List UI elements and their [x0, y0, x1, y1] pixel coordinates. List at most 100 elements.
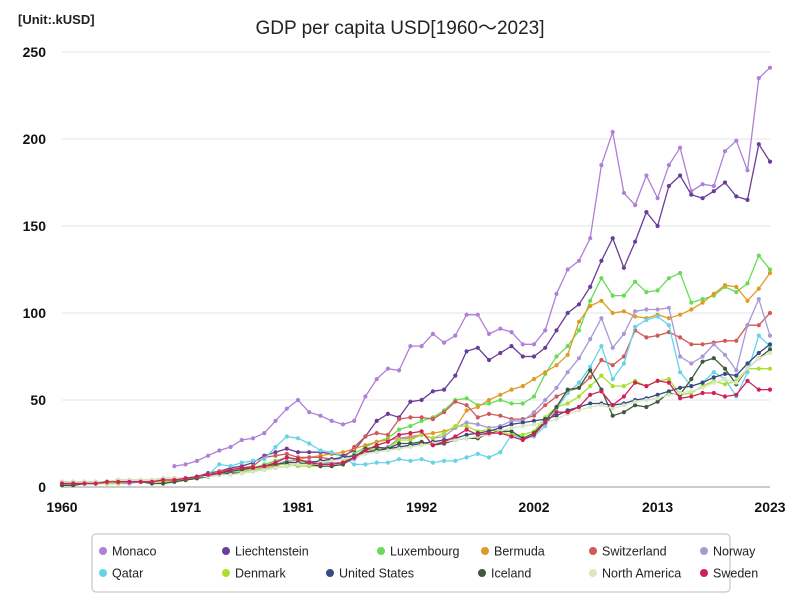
legend-item[interactable]: North America: [589, 567, 681, 581]
data-point: [633, 380, 638, 385]
data-point: [666, 392, 672, 397]
legend-label: Sweden: [713, 567, 758, 581]
data-point: [599, 357, 604, 363]
data-point: [588, 303, 593, 309]
data-point: [206, 472, 211, 477]
data-point: [408, 424, 413, 429]
legend-item[interactable]: Iceland: [478, 567, 531, 581]
data-point: [610, 377, 615, 382]
data-point: [442, 410, 447, 415]
data-point: [531, 413, 537, 418]
data-point: [397, 417, 402, 422]
data-point: [531, 342, 537, 347]
legend-swatch: [700, 569, 708, 577]
data-point: [93, 481, 98, 486]
data-point: [374, 431, 379, 436]
data-point: [554, 354, 559, 359]
series-line: [62, 254, 771, 485]
data-point: [543, 420, 548, 425]
data-point: [666, 323, 672, 328]
data-point: [756, 142, 761, 147]
chart-title: GDP per capita USD[1960～2023]: [255, 18, 544, 39]
data-point: [352, 418, 357, 423]
data-point: [397, 446, 402, 451]
data-point: [565, 267, 570, 272]
legend-item[interactable]: Qatar: [99, 567, 143, 581]
data-point: [655, 223, 660, 229]
data-point: [756, 253, 761, 258]
data-point: [576, 394, 582, 399]
legend-item[interactable]: Bermuda: [481, 545, 545, 559]
data-point: [633, 309, 638, 314]
data-point: [71, 481, 76, 486]
y-tick-label: 150: [23, 218, 47, 234]
data-point: [621, 309, 627, 314]
data-point: [655, 333, 660, 338]
legend-item[interactable]: Denmark: [222, 567, 286, 581]
data-point: [621, 361, 627, 366]
data-point: [576, 380, 582, 385]
data-point: [408, 444, 413, 450]
data-point: [722, 371, 728, 376]
legend-item[interactable]: Liechtenstein: [222, 545, 309, 559]
data-point: [767, 310, 773, 316]
data-point: [565, 352, 570, 357]
x-tick-label: 1981: [282, 499, 313, 515]
data-point: [700, 342, 705, 347]
data-point: [374, 443, 379, 448]
data-point: [610, 129, 615, 135]
data-point: [408, 437, 413, 443]
legend-item[interactable]: Switzerland: [589, 545, 667, 559]
data-point: [767, 342, 773, 347]
legend: Monaco Liechtenstein Luxembourg Bermuda Swit…: [91, 533, 758, 593]
legend-item[interactable]: Monaco: [99, 545, 157, 559]
data-point: [419, 418, 424, 423]
y-tick-label: 0: [38, 479, 46, 495]
data-point: [250, 465, 256, 470]
data-point: [228, 464, 233, 469]
data-point: [599, 298, 604, 303]
data-point: [385, 439, 390, 444]
data-point: [767, 159, 773, 164]
data-point: [318, 448, 323, 453]
x-tick-label: 1971: [170, 499, 201, 515]
legend-swatch: [377, 547, 385, 555]
data-point: [486, 397, 492, 403]
legend-item[interactable]: United States: [326, 567, 414, 581]
data-point: [565, 401, 570, 406]
data-point: [352, 455, 357, 460]
data-point: [633, 403, 638, 408]
data-point: [385, 448, 390, 453]
data-point: [767, 347, 773, 352]
legend-label: Monaco: [112, 545, 157, 559]
data-point: [621, 190, 627, 195]
data-point: [565, 344, 570, 349]
data-point: [745, 281, 750, 286]
data-point: [318, 413, 323, 418]
data-point: [554, 417, 559, 422]
data-point: [689, 192, 694, 197]
data-point: [307, 455, 312, 460]
data-point: [678, 145, 683, 150]
data-point: [565, 387, 570, 392]
legend-item[interactable]: Norway: [700, 545, 756, 559]
y-tick-label: 100: [23, 305, 47, 321]
data-point: [576, 408, 582, 413]
legend-item[interactable]: Luxembourg: [377, 545, 460, 559]
data-point: [565, 370, 570, 375]
data-point: [329, 458, 334, 463]
data-point: [678, 354, 683, 359]
data-point: [442, 340, 447, 345]
data-point: [284, 406, 289, 411]
data-point: [250, 458, 256, 463]
legend-swatch: [589, 547, 597, 555]
data-point: [419, 432, 424, 437]
data-point: [644, 317, 649, 323]
data-point: [689, 384, 694, 389]
legend-item[interactable]: Sweden: [700, 567, 758, 581]
data-point: [206, 453, 211, 458]
data-point: [149, 479, 154, 484]
data-point: [419, 344, 424, 349]
data-point: [565, 410, 570, 415]
x-tick-label: 1960: [46, 499, 77, 515]
